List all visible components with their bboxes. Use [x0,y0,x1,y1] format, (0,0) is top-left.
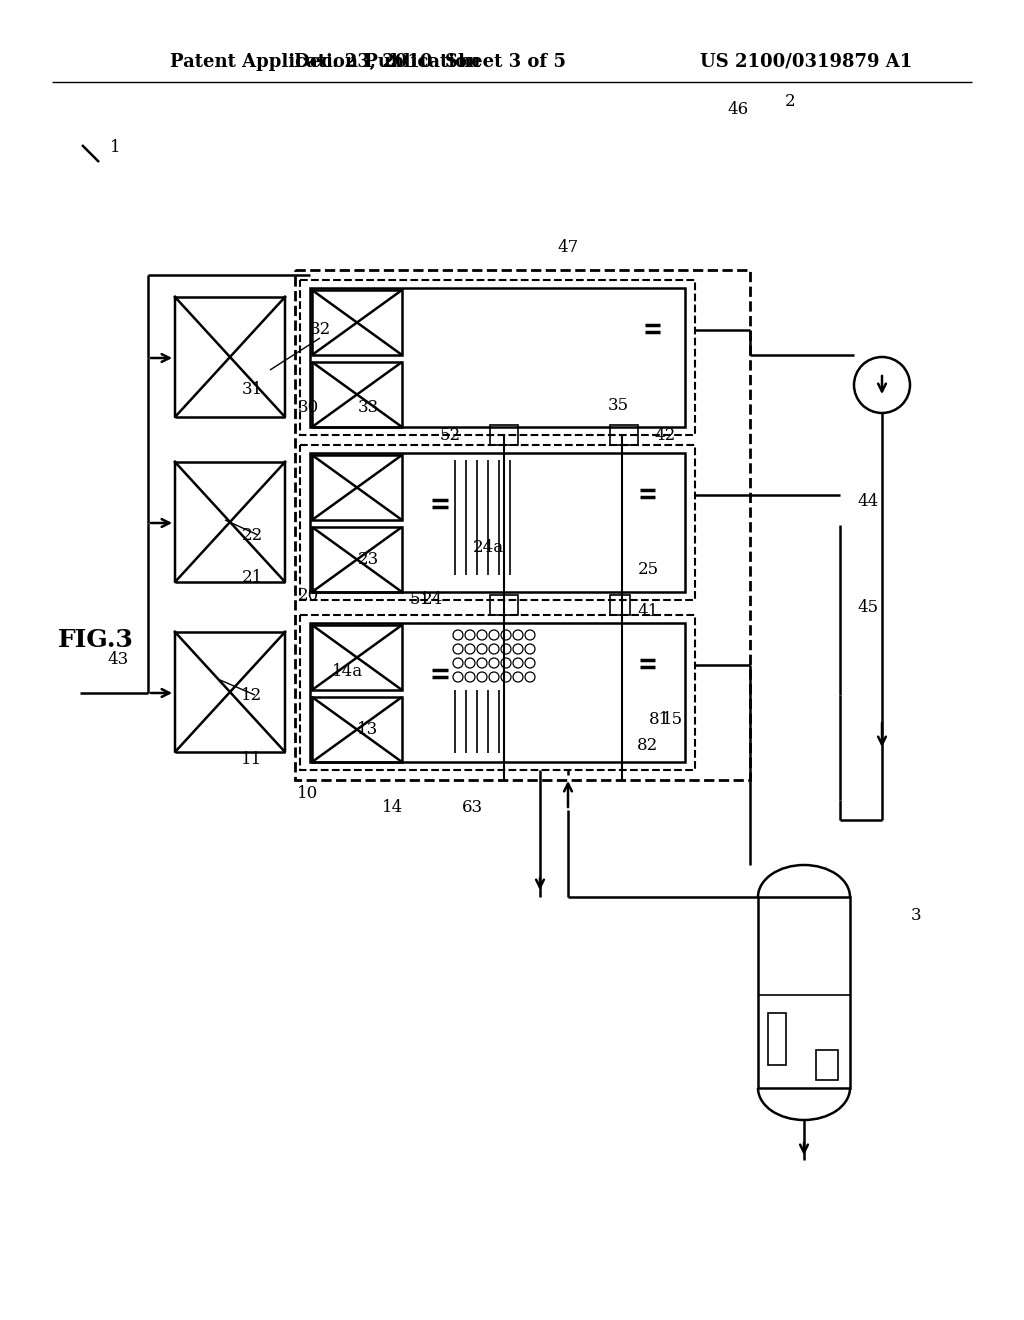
Text: 24a: 24a [472,540,504,557]
Text: 52: 52 [439,426,461,444]
Text: 46: 46 [727,102,749,119]
Text: 30: 30 [297,400,318,417]
Bar [312,697,402,762]
Bar [758,898,850,1088]
Text: 24: 24 [421,591,442,609]
Text: Patent Application Publication: Patent Application Publication [170,53,480,71]
Text: 42: 42 [654,426,676,444]
Bar [610,425,638,445]
Bar [312,290,402,355]
Bar [312,624,402,690]
Bar [300,280,695,436]
Text: 25: 25 [637,561,658,578]
Bar [312,455,402,520]
Bar [312,527,402,591]
Text: FIG.3: FIG.3 [58,628,134,652]
Text: 63: 63 [462,800,482,817]
Bar [295,271,750,780]
Text: 3: 3 [910,907,922,924]
Text: 81: 81 [649,711,671,729]
Text: 44: 44 [857,494,879,511]
Bar [310,623,685,762]
Text: 15: 15 [662,711,683,729]
Text: 32: 32 [309,322,331,338]
Bar [310,453,685,591]
Text: 33: 33 [357,400,379,417]
Text: 43: 43 [108,652,129,668]
Text: Dec. 23, 2010  Sheet 3 of 5: Dec. 23, 2010 Sheet 3 of 5 [294,53,566,71]
Bar [490,425,518,445]
Bar [768,1012,786,1065]
Bar [310,288,685,426]
Text: 31: 31 [242,381,262,399]
Text: 14: 14 [382,800,403,817]
Text: US 2100/0319879 A1: US 2100/0319879 A1 [700,53,912,71]
Text: 23: 23 [357,552,379,569]
Text: 10: 10 [297,784,318,801]
Text: 22: 22 [242,527,262,544]
Bar [610,595,630,615]
Text: 14a: 14a [333,664,364,681]
Text: 12: 12 [242,686,262,704]
Bar [312,362,402,426]
Text: 20: 20 [297,586,318,603]
Text: 51: 51 [410,591,430,609]
Bar [490,595,518,615]
Text: 45: 45 [857,599,879,616]
Text: 41: 41 [637,603,658,620]
Bar [300,615,695,770]
Bar [816,1049,838,1080]
Bar [300,445,695,601]
Text: 21: 21 [242,569,262,586]
Text: 2: 2 [784,94,796,111]
Text: 13: 13 [357,722,379,738]
Text: 35: 35 [607,396,629,413]
Text: 11: 11 [242,751,262,768]
Text: 47: 47 [557,239,579,256]
Text: 1: 1 [110,140,120,157]
Text: 82: 82 [637,737,658,754]
